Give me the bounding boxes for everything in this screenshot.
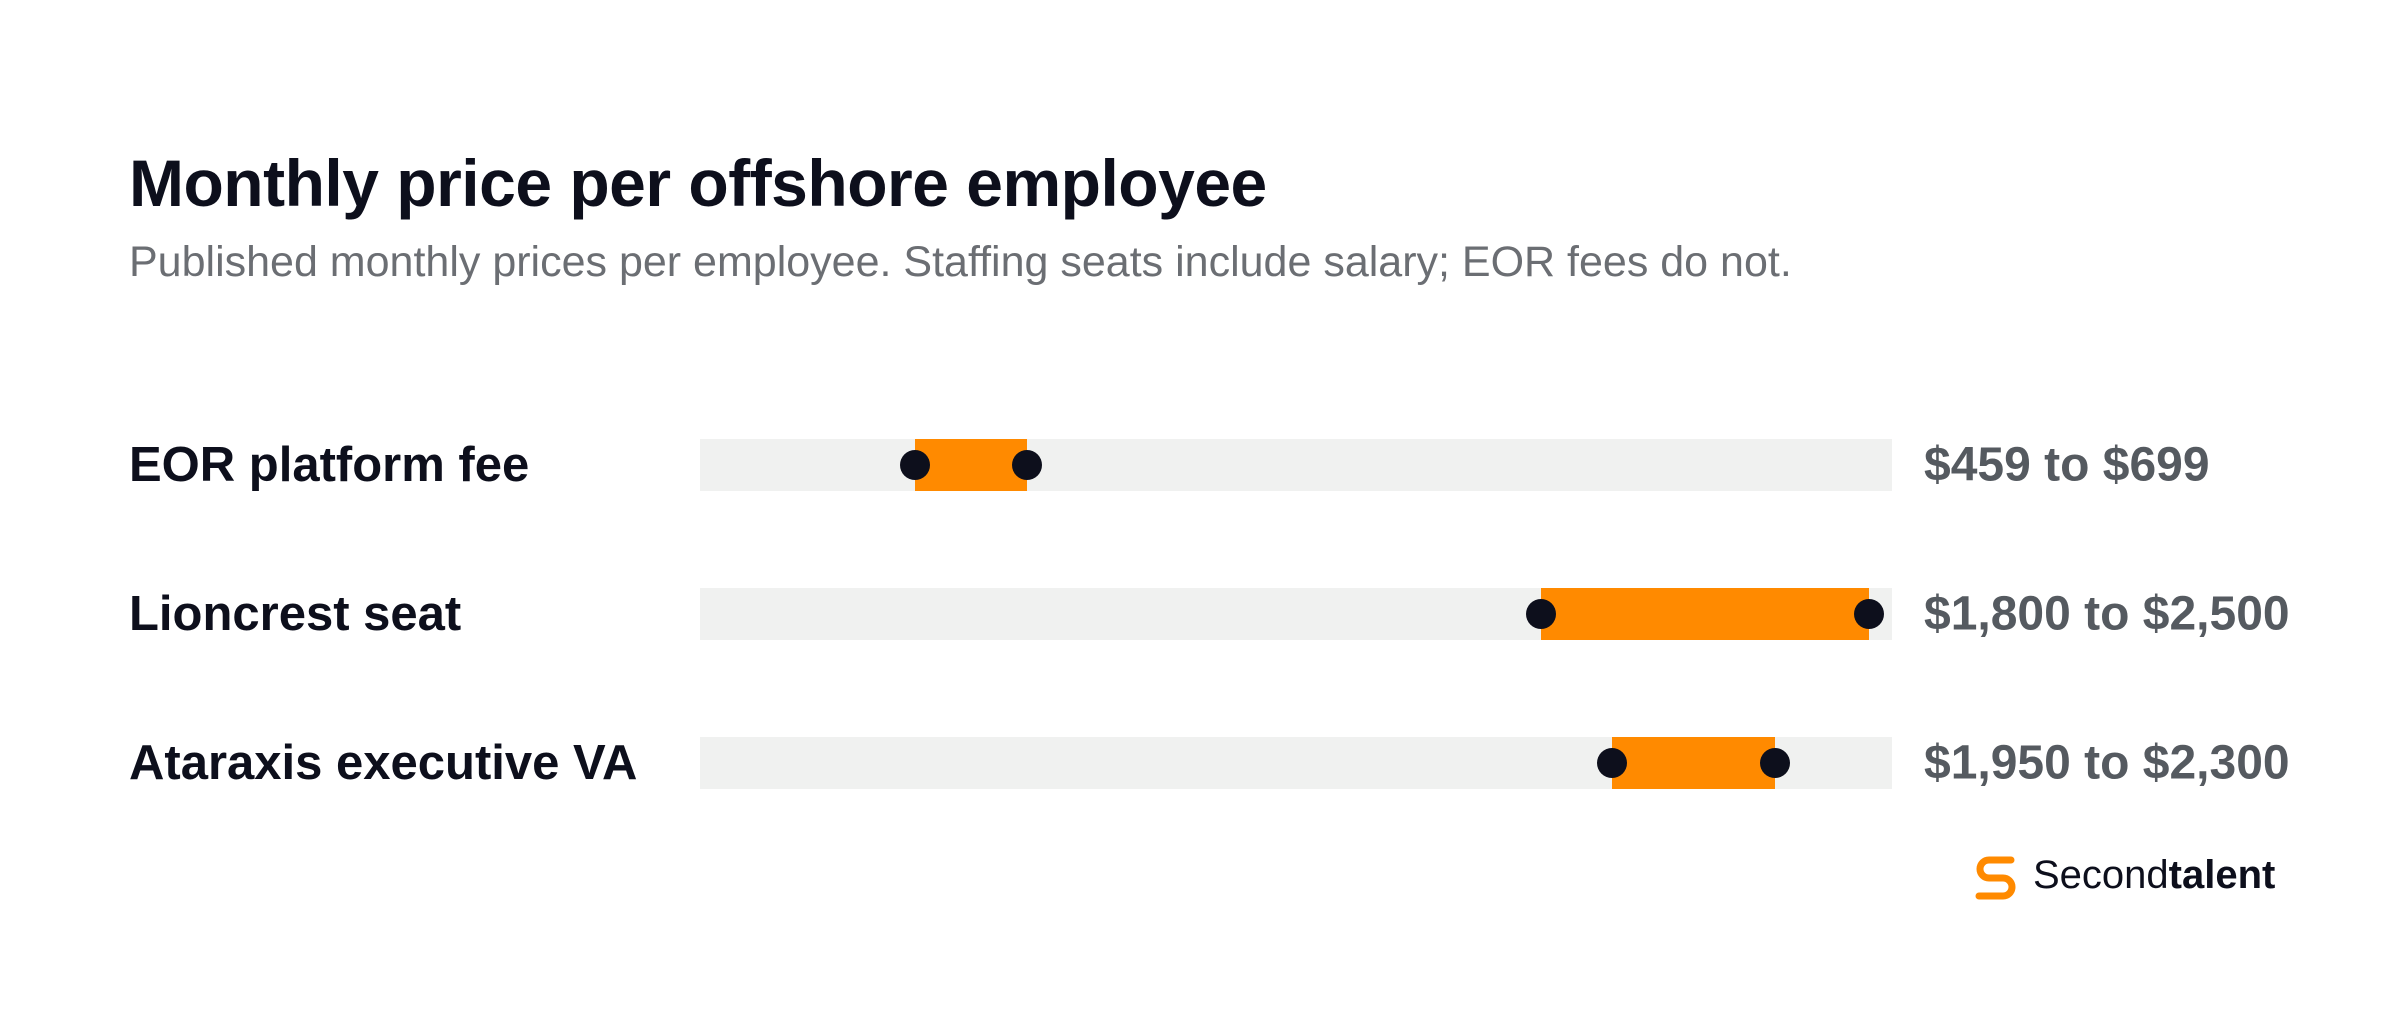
brand-logo: Secondtalent: [1971, 850, 2275, 900]
track: [700, 439, 1892, 491]
category-label: EOR platform fee: [129, 438, 530, 492]
range-bar: [1541, 588, 1869, 640]
chart-title: Monthly price per offshore employee: [129, 146, 1267, 220]
low-dot: [1526, 599, 1557, 629]
high-dot: [1853, 599, 1884, 629]
category-label: Lioncrest seat: [129, 587, 462, 641]
high-dot: [1760, 748, 1791, 778]
brand-text: Secondtalent: [2033, 853, 2275, 898]
range-bar: [1611, 737, 1776, 789]
value-label: $1,950 to $2,300: [1924, 736, 2290, 790]
category-label: Ataraxis executive VA: [129, 736, 638, 790]
value-label: $1,800 to $2,500: [1924, 587, 2290, 641]
range-bar: [914, 439, 1027, 491]
low-dot: [1596, 748, 1627, 778]
chart-subtitle: Published monthly prices per employee. S…: [129, 238, 1792, 286]
brand-bold: talent: [2168, 852, 2276, 897]
brand-regular: Second: [2033, 852, 2169, 897]
low-dot: [899, 450, 930, 480]
high-dot: [1011, 450, 1042, 480]
value-label: $459 to $699: [1924, 438, 2210, 492]
brand-icon: [1975, 856, 2016, 900]
